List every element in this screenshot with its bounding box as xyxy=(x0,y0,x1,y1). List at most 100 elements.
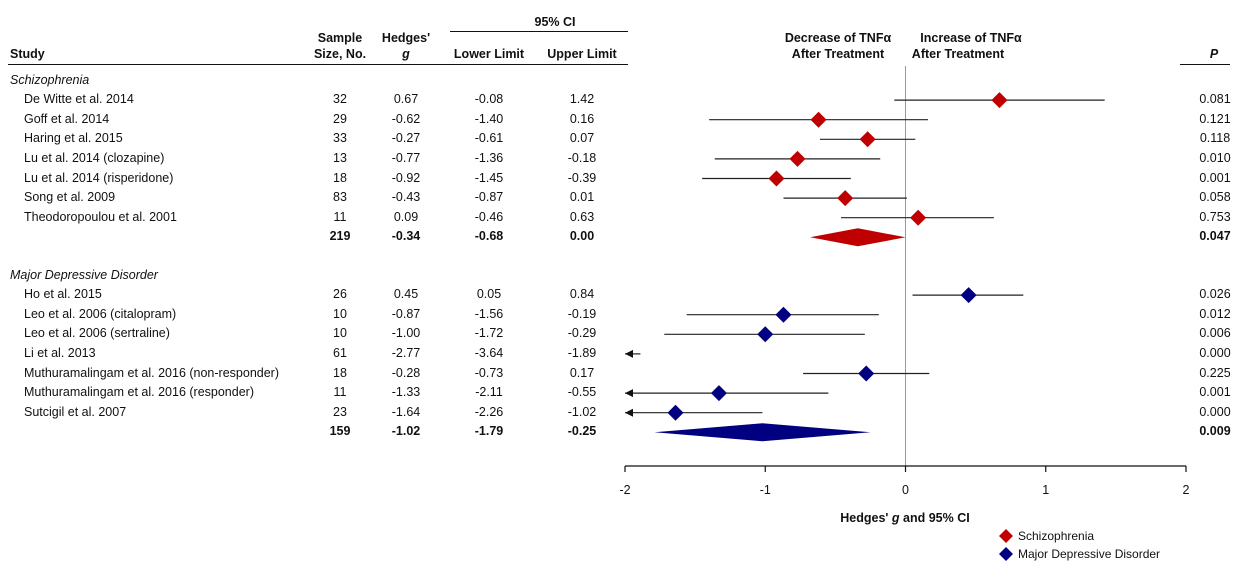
summary-upper-limit: -0.25 xyxy=(567,424,597,439)
study-header: Study xyxy=(10,47,45,61)
summary-sample-size: 219 xyxy=(329,229,351,244)
upper-limit-cell: -0.19 xyxy=(567,306,597,321)
hedges-g-cell: -0.27 xyxy=(391,131,421,146)
sample-size-cell: 11 xyxy=(333,385,347,400)
hedges-g-cell: 0.67 xyxy=(393,92,419,107)
p-value-cell: 0.012 xyxy=(1199,306,1231,321)
hedges-g-cell: 0.09 xyxy=(393,209,419,224)
ci-left-arrow xyxy=(625,408,633,417)
upper-limit-cell: 0.84 xyxy=(569,287,595,302)
lower-limit-cell: -0.73 xyxy=(474,365,504,380)
sample-size-header-line2: Size, No. xyxy=(313,47,367,61)
sample-size-cell: 29 xyxy=(333,111,347,126)
group-title: Major Depressive Disorder xyxy=(10,267,158,282)
x-axis-tick-label: -1 xyxy=(760,483,771,497)
sample-size-cell: 61 xyxy=(333,345,347,360)
upper-limit-cell: 0.01 xyxy=(569,190,595,205)
study-name: Leo et al. 2006 (sertraline) xyxy=(24,326,170,341)
point-estimate-marker xyxy=(960,287,977,304)
sample-size-cell: 83 xyxy=(333,190,347,205)
hedges-g-cell: -0.92 xyxy=(391,170,421,185)
point-estimate-marker xyxy=(910,209,927,226)
lower-limit-cell: -0.46 xyxy=(474,209,504,224)
summary-lower-limit: -0.68 xyxy=(474,229,504,244)
group-title: Schizophrenia xyxy=(10,72,90,87)
study-name: De Witte et al. 2014 xyxy=(24,92,134,107)
legend-swatch-mdd xyxy=(999,547,1013,561)
lower-limit-cell: -0.87 xyxy=(474,190,504,205)
point-estimate-marker xyxy=(789,150,806,167)
ci-left-arrow xyxy=(625,389,633,398)
lower-limit-cell: -1.72 xyxy=(474,326,504,341)
summary-lower-limit: -1.79 xyxy=(474,424,504,439)
lower-limit-cell: -2.11 xyxy=(475,385,503,400)
p-value-cell: 0.006 xyxy=(1199,326,1231,341)
hedges-g-cell: -0.77 xyxy=(391,150,421,165)
p-value-cell: 0.000 xyxy=(1199,345,1231,360)
upper-limit-cell: -0.18 xyxy=(567,150,597,165)
point-estimate-marker xyxy=(810,111,827,128)
point-estimate-marker xyxy=(768,170,785,187)
lower-limit-cell: -1.36 xyxy=(474,150,504,165)
upper-limit-cell: -1.89 xyxy=(567,345,597,360)
x-axis-label: Hedges' g and 95% CI xyxy=(840,511,970,525)
summary-diamond xyxy=(654,423,871,442)
sample-size-cell: 18 xyxy=(333,170,347,185)
upper-limit-cell: 0.17 xyxy=(569,365,595,380)
lower-limit-cell: -0.08 xyxy=(474,92,504,107)
study-name: Lu et al. 2014 (clozapine) xyxy=(24,150,165,165)
summary-upper-limit: 0.00 xyxy=(569,229,595,244)
p-value-cell: 0.001 xyxy=(1199,385,1231,400)
lower-limit-cell: -0.61 xyxy=(474,131,504,146)
lower-limit-cell: -1.40 xyxy=(474,111,504,126)
upper-limit-cell: -0.29 xyxy=(567,326,597,341)
ci-left-arrow xyxy=(625,349,633,358)
study-name: Ho et al. 2015 xyxy=(24,287,102,302)
lower-limit-cell: -2.26 xyxy=(474,404,504,419)
lower-limit-cell: -1.56 xyxy=(474,306,504,321)
legend-label-schizophrenia: Schizophrenia xyxy=(1018,529,1095,543)
study-name: Song et al. 2009 xyxy=(24,190,116,205)
point-estimate-marker xyxy=(859,131,876,148)
sample-size-cell: 32 xyxy=(333,92,347,107)
upper-limit-cell: -0.39 xyxy=(567,170,597,185)
sample-size-cell: 13 xyxy=(333,150,347,165)
summary-p-value: 0.009 xyxy=(1199,424,1231,439)
legend-label-mdd: Major Depressive Disorder xyxy=(1018,547,1161,561)
table-header-rule xyxy=(8,64,628,65)
summary-p-value: 0.047 xyxy=(1199,229,1231,244)
sample-size-cell: 10 xyxy=(333,306,347,321)
p-value-cell: 0.001 xyxy=(1199,170,1231,185)
summary-sample-size: 159 xyxy=(329,424,351,439)
study-name: Sutcigil et al. 2007 xyxy=(24,404,127,419)
direction-right-line1: Increase of TNFα xyxy=(920,31,1022,45)
hedges-g-cell: -1.33 xyxy=(391,385,421,400)
sample-size-cell: 26 xyxy=(333,287,347,302)
direction-left-line2: After Treatment xyxy=(791,47,885,61)
point-estimate-marker xyxy=(775,306,792,323)
upper-limit-cell: -0.55 xyxy=(567,385,597,400)
ci-group-header: 95% CI xyxy=(534,15,576,29)
study-name: Lu et al. 2014 (risperidone) xyxy=(24,170,174,185)
hedges-g-cell: -1.00 xyxy=(391,326,421,341)
upper-limit-cell: 0.16 xyxy=(569,111,595,126)
hedges-header-line2: g xyxy=(402,47,410,61)
summary-diamond xyxy=(810,228,906,247)
upper-limit-cell: -1.02 xyxy=(567,404,597,419)
p-value-cell: 0.081 xyxy=(1199,92,1231,107)
hedges-g-cell: -0.62 xyxy=(391,111,421,126)
upper-limit-cell: 0.63 xyxy=(569,209,595,224)
study-name: Muthuramalingam et al. 2016 (responder) xyxy=(24,385,254,400)
p-value-cell: 0.058 xyxy=(1199,190,1231,205)
study-name: Li et al. 2013 xyxy=(24,345,96,360)
upper-limit-cell: 1.42 xyxy=(569,92,595,107)
sample-size-header-line1: Sample xyxy=(317,31,363,45)
x-axis-tick-label: 2 xyxy=(1183,483,1190,497)
p-value-cell: 0.753 xyxy=(1199,209,1231,224)
lower-limit-header: Lower Limit xyxy=(453,47,525,61)
point-estimate-marker xyxy=(710,385,727,402)
p-value-cell: 0.026 xyxy=(1199,287,1231,302)
x-axis-tick-label: 0 xyxy=(902,483,909,497)
p-value-cell: 0.010 xyxy=(1199,150,1231,165)
hedges-g-cell: 0.45 xyxy=(393,287,419,302)
